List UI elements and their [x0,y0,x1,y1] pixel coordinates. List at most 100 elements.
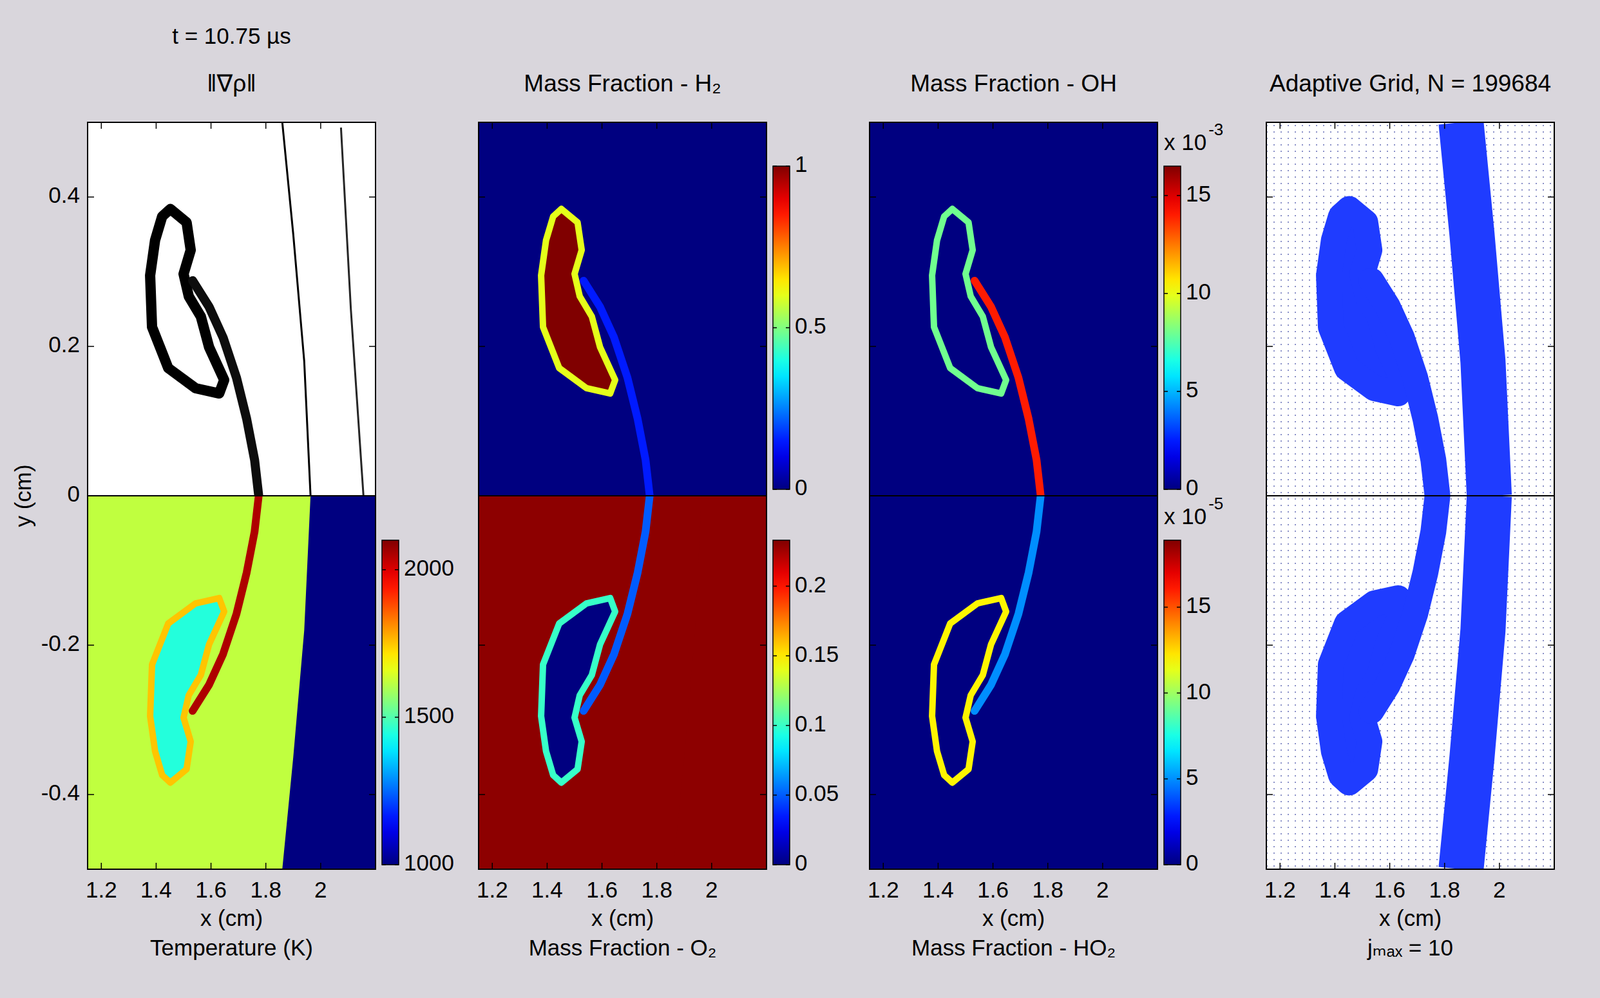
y-tick [1151,345,1158,348]
grid-row [1266,801,1555,803]
shock [282,122,311,496]
bubble [150,598,225,784]
grid-row [1266,157,1555,159]
colorbar-exponent: -5 [1208,494,1224,514]
half-divider [1266,495,1555,497]
x-tick-label: 1.6 [1373,877,1406,903]
x-tick-label: 1.6 [586,877,618,903]
x-tick [883,122,885,129]
y-tick [760,196,767,198]
colorbar-tick [1163,293,1168,295]
colorbar-tick-label: 1500 [403,702,455,728]
colorbar-tick [1176,488,1181,491]
stem [974,280,1041,496]
x-tick-label: 1.2 [85,877,118,903]
y-tick [87,644,95,647]
background [87,495,376,870]
grid-row [1266,769,1555,771]
colorbar-tick [1163,693,1168,695]
x-tick [210,122,212,129]
half-divider [87,495,376,497]
x-tick [320,122,322,129]
x-tick [937,863,940,870]
y-tick [869,644,877,647]
colorbar-tick-label: 0 [794,474,808,500]
colorbar-tick [1163,864,1168,866]
x-tick-label: 1.8 [640,877,673,903]
colorbar-tick-label: 0 [794,850,808,876]
y-tick [1547,644,1555,647]
colorbar-tick [394,864,399,866]
grid-row [1266,182,1555,185]
refined-shock [1460,122,1490,496]
colorbar-tick [785,165,790,167]
panel-frame [1266,122,1555,870]
y-tick [1151,794,1158,796]
colorbar-tick-label: 5 [1185,376,1199,402]
y-tick [1266,495,1273,497]
preshock-region [673,495,767,870]
grid-row [1266,711,1555,713]
x-tick-label: 1.4 [922,877,954,903]
colorbar-tick [1163,390,1168,393]
grid-row [1266,285,1555,288]
y-tick [478,345,486,348]
grid-row [1266,814,1555,816]
grid-row [1266,459,1555,462]
panel-title: Mass Fraction - OH [910,70,1117,97]
y-tick [87,495,95,497]
x-tick [1389,122,1391,129]
x-tick [492,122,494,129]
grid-row [1266,575,1555,578]
panel-title: Adaptive Grid, N = 199684 [1269,70,1552,97]
x-tick [883,863,885,870]
colorbar-tick [1163,195,1168,197]
figure-title: t = 10.75 µs [171,23,292,49]
y-tick [87,196,95,198]
stem [583,495,650,712]
colorbar-tick-label: 1000 [403,850,455,876]
grid-row [1266,253,1555,256]
grid-row [1266,678,1555,681]
grid-row [1266,749,1555,752]
grid-row [1266,685,1555,687]
colorbar-tick [772,165,777,167]
grid-row [1266,440,1555,442]
y-tick [869,794,877,796]
bubble [541,598,616,784]
x-tick [1334,122,1336,129]
colorbar-tick [1163,488,1168,491]
panel-frame [478,122,767,870]
field-bottom [478,495,767,870]
y-tick-label: 0 [67,481,80,507]
x-tick [101,122,103,129]
grid-row [1266,846,1555,848]
colorbar-tick [785,488,790,491]
half-divider [869,495,1158,497]
panel-title: Mass Fraction - H₂ [523,70,721,97]
colorbar-tick [772,488,777,491]
background [869,122,1158,496]
colorbar-tick-label: 1 [794,151,808,177]
x-tick-label: 1.8 [249,877,282,903]
panel-caption: Mass Fraction - O₂ [528,935,717,961]
preshock-region [1064,122,1158,496]
field-top [869,122,1158,496]
colorbar-exponent: -3 [1208,119,1224,140]
colorbar-tick [1163,778,1168,781]
colorbar-tick-label: 10 [1185,278,1211,305]
grid-row [1266,859,1555,861]
colorbar-multiplier: x 10 [1163,129,1207,155]
colorbar-tick-label: 0 [1185,850,1199,876]
bubble [150,209,225,395]
colorbar-tick-label: 0.5 [794,313,827,339]
x-tick [1444,863,1446,870]
y-axis-title: y (cm) [10,464,36,527]
y-tick [1547,345,1555,348]
grid-row [1266,550,1555,552]
y-tick-label: 0.4 [48,182,80,208]
x-tick [320,863,322,870]
grid-row [1266,517,1555,520]
colorbar-tick-label: 0 [1185,474,1199,500]
x-tick [711,122,713,129]
